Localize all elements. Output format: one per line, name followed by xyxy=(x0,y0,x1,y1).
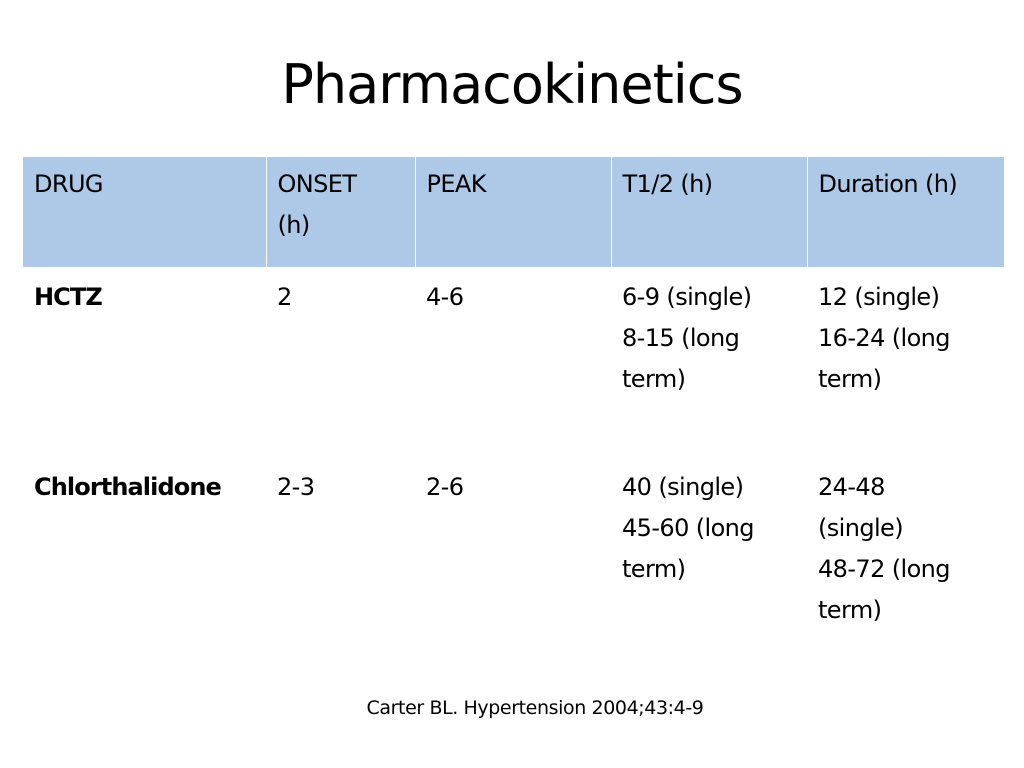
onset-cell: 2-3 xyxy=(277,473,315,501)
duration-line: 16-24 (long xyxy=(818,324,951,352)
header-drug-label: DRUG xyxy=(34,170,104,198)
half-life-cell: 40 (single) 45-60 (long term) xyxy=(611,457,807,647)
header-peak-label: PEAK xyxy=(426,170,487,198)
header-drug: DRUG xyxy=(23,157,267,267)
header-onset: ONSET (h) xyxy=(266,157,416,267)
drug-name-hctz: HCTZ xyxy=(34,283,103,311)
duration-line: 48-72 (long xyxy=(818,555,951,583)
citation: Carter BL. Hypertension 2004;43:4-9 xyxy=(366,697,704,719)
duration-cell: 24-48 (single) 48-72 (long term) xyxy=(807,457,1004,647)
duration-line: term) xyxy=(818,365,882,393)
duration-line: term) xyxy=(818,596,882,624)
half-life-line: term) xyxy=(622,365,686,393)
onset-cell: 2 xyxy=(277,283,292,311)
table-row: Chlorthalidone 2-3 2-6 40 (single) 45-60… xyxy=(23,457,1004,647)
pharmacokinetics-table: DRUG ONSET (h) PEAK T1/2 (h) Duration (h… xyxy=(23,157,1004,647)
header-duration: Duration (h) xyxy=(807,157,1004,267)
slide-title: Pharmacokinetics xyxy=(281,53,743,116)
half-life-line: 45-60 (long xyxy=(622,514,755,542)
peak-cell: 4-6 xyxy=(426,283,464,311)
half-life-line: 8-15 (long xyxy=(622,324,740,352)
table-header-row: DRUG ONSET (h) PEAK T1/2 (h) Duration (h… xyxy=(23,157,1004,267)
header-onset-label: ONSET xyxy=(277,170,358,198)
half-life-cell: 6-9 (single) 8-15 (long term) xyxy=(611,267,807,457)
half-life-line: term) xyxy=(622,555,686,583)
duration-line: 12 (single) xyxy=(818,283,940,311)
header-half-life: T1/2 (h) xyxy=(611,157,808,267)
header-half-life-label: T1/2 (h) xyxy=(622,170,714,198)
drug-cell: HCTZ xyxy=(23,267,266,457)
duration-cell: 12 (single) 16-24 (long term) xyxy=(807,267,1004,457)
half-life-line: 6-9 (single) xyxy=(622,283,752,311)
drug-name-chlorthalidone: Chlorthalidone xyxy=(34,473,222,501)
duration-line: (single) xyxy=(818,514,904,542)
header-duration-label: Duration (h) xyxy=(818,170,958,198)
duration-line: 24-48 xyxy=(818,473,885,501)
table-row: HCTZ 2 4-6 6-9 (single) 8-15 (long term)… xyxy=(23,267,1004,457)
peak-cell: 2-6 xyxy=(426,473,464,501)
drug-cell: Chlorthalidone xyxy=(23,457,266,647)
half-life-line: 40 (single) xyxy=(622,473,744,501)
header-peak: PEAK xyxy=(415,157,612,267)
header-onset-unit: (h) xyxy=(277,211,311,239)
